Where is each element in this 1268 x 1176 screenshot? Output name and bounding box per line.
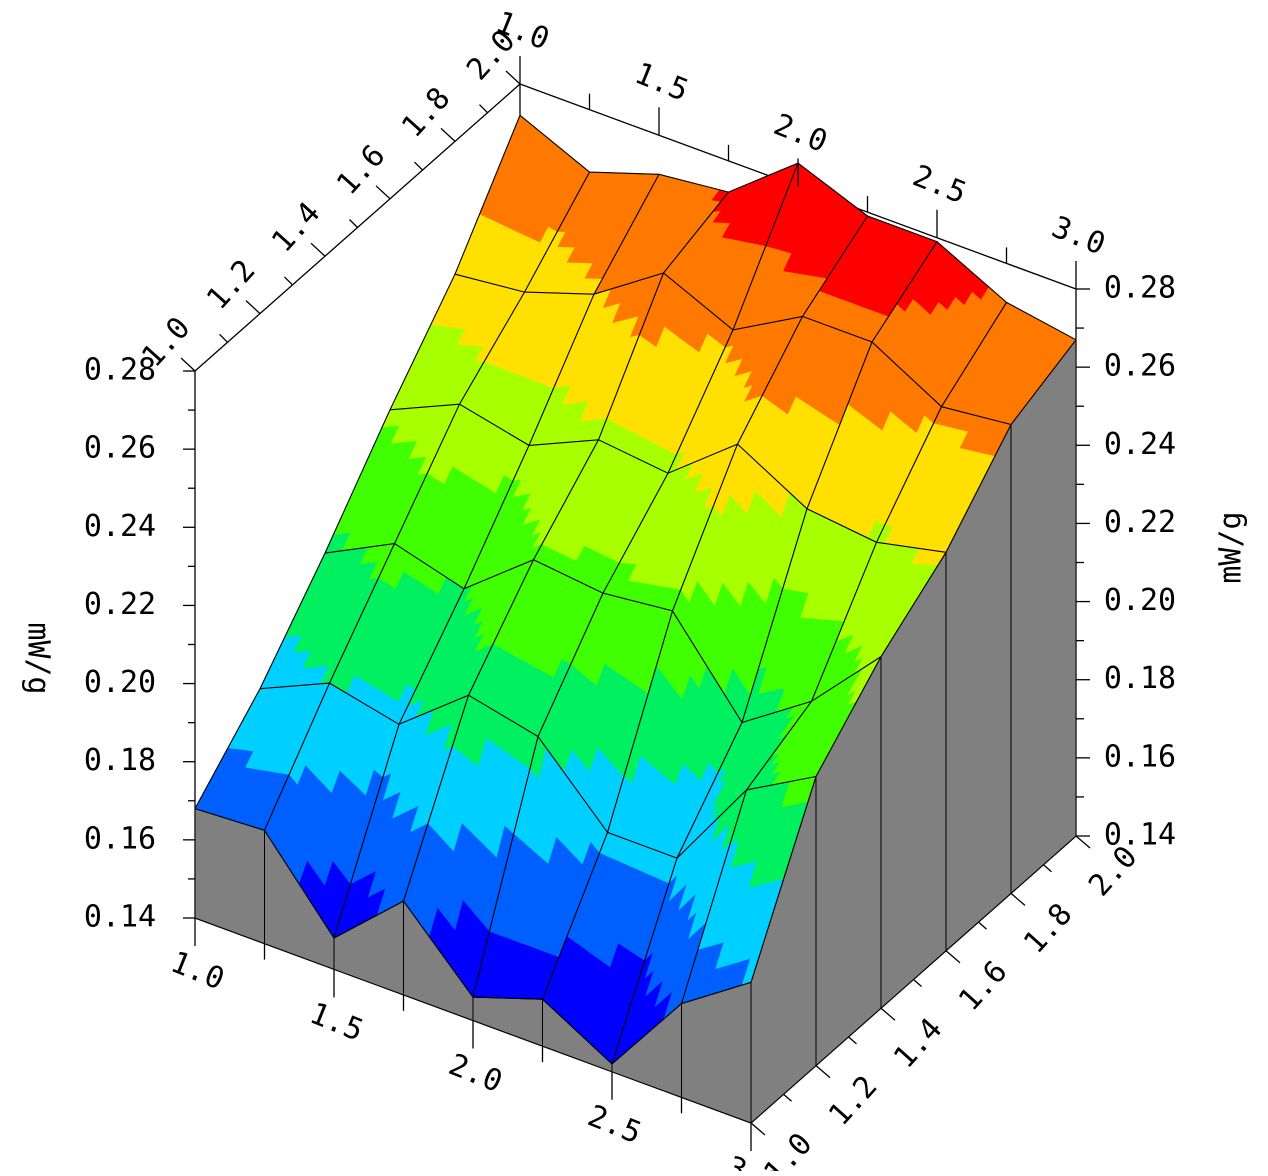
y-minor-tick-top <box>479 104 488 114</box>
x-tick-label-top: 1.5 <box>630 56 693 109</box>
surface-walls <box>194 338 1077 1125</box>
surface-mesh <box>194 114 1077 1066</box>
x-tick-label-top: 2.5 <box>908 158 971 211</box>
z-tick-label-left: 0.18 <box>84 743 156 778</box>
z-tick-label-right: 0.20 <box>1104 583 1176 618</box>
y-tick-bottom <box>880 1007 896 1021</box>
surface-gridline <box>541 215 868 1000</box>
y-tick-top <box>375 185 391 200</box>
y-tick-label-bottom: 1.0 <box>757 1126 819 1171</box>
front-wall-panel <box>472 996 543 1047</box>
z-tick-label-right: 0.18 <box>1104 661 1176 696</box>
y-tick-bottom <box>815 1065 831 1079</box>
surface-gridline <box>194 115 521 809</box>
y-minor-tick-bottom <box>913 979 922 987</box>
front-wall-panel <box>194 807 265 945</box>
y-tick-bottom <box>1075 835 1091 849</box>
y-tick-top <box>505 70 521 85</box>
y-minor-tick-bottom <box>848 1036 857 1045</box>
x-tick-label-top: 2.0 <box>769 107 832 160</box>
y-minor-tick-top <box>284 276 293 286</box>
x-tick-label-top: 3.0 <box>1047 210 1110 263</box>
y-tick-label-bottom: 1.6 <box>952 954 1014 1018</box>
y-minor-tick-top <box>414 161 423 171</box>
y-minor-tick-bottom <box>1043 864 1052 873</box>
y-tick-label-bottom: 1.4 <box>887 1012 949 1076</box>
y-minor-tick-bottom <box>783 1093 792 1102</box>
z-tick-label-right: 0.14 <box>1104 818 1176 853</box>
surface-gridline <box>402 191 729 902</box>
z-axis-title-right: mW/g <box>1214 511 1249 583</box>
surface-gridline <box>472 162 799 998</box>
z-tick-label-left: 0.20 <box>84 665 156 700</box>
z-tick-label-left: 0.14 <box>84 900 156 935</box>
z-tick-label-right: 0.26 <box>1104 349 1176 384</box>
y-tick-bottom <box>1010 892 1026 906</box>
y-tick-bottom <box>945 950 961 964</box>
x-tick-label-bottom: 2.0 <box>444 1047 507 1100</box>
z-tick-label-right: 0.28 <box>1104 271 1176 306</box>
z-tick-label-left: 0.16 <box>84 821 156 856</box>
right-wall-panel <box>1010 338 1077 895</box>
x-tick-label-bottom: 2.5 <box>583 1098 646 1151</box>
z-tick-label-right: 0.24 <box>1104 427 1176 462</box>
z-tick-label-left: 0.28 <box>84 353 156 388</box>
surface-gridline <box>680 302 1007 1004</box>
z-axis-title-left: mW/g <box>21 622 56 694</box>
y-tick-top <box>310 242 326 257</box>
y-tick-top <box>245 300 261 315</box>
z-tick-label-left: 0.22 <box>84 587 156 622</box>
z-tick-label-right: 0.22 <box>1104 505 1176 540</box>
surface-gridline <box>333 174 660 939</box>
x-tick-label-bottom: 1.0 <box>166 945 229 998</box>
axis-ticks <box>180 56 1091 1151</box>
z-tick-label-left: 0.26 <box>84 431 156 466</box>
y-tick-bottom <box>750 1122 766 1136</box>
y-minor-tick-top <box>349 219 358 228</box>
surface-gridline <box>750 339 1077 983</box>
y-minor-tick-top <box>219 333 228 343</box>
z-tick-label-left: 0.24 <box>84 509 156 544</box>
x-tick-label-bottom: 1.5 <box>305 996 368 1049</box>
y-tick-top <box>440 127 456 142</box>
surface-gridline <box>611 241 938 1065</box>
y-minor-tick-bottom <box>978 921 987 930</box>
z-tick-label-right: 0.16 <box>1104 739 1176 774</box>
y-tick-top <box>180 357 196 372</box>
y-tick-label-bottom: 1.2 <box>822 1069 884 1133</box>
y-tick-label-bottom: 1.8 <box>1017 897 1079 961</box>
surface-gridline <box>263 171 590 831</box>
